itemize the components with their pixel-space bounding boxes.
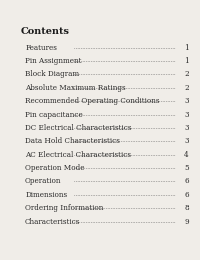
Text: 2: 2 (184, 70, 189, 79)
Text: Operation Mode: Operation Mode (25, 164, 85, 172)
Text: 3: 3 (184, 97, 189, 105)
Text: 6: 6 (184, 177, 189, 185)
Text: 1: 1 (184, 57, 189, 65)
Text: Pin capacitance: Pin capacitance (25, 110, 83, 119)
Text: Ordering Information: Ordering Information (25, 204, 103, 212)
Text: Characteristics: Characteristics (25, 218, 80, 226)
Text: 3: 3 (184, 110, 189, 119)
Text: Dimensions: Dimensions (25, 191, 67, 199)
Text: 3: 3 (184, 124, 189, 132)
Text: Block Diagram: Block Diagram (25, 70, 79, 79)
Text: Data Hold Characteristics: Data Hold Characteristics (25, 137, 120, 145)
Text: Pin Assignment: Pin Assignment (25, 57, 82, 65)
Text: 3: 3 (184, 137, 189, 145)
Text: 6: 6 (184, 191, 189, 199)
Text: Features: Features (25, 44, 57, 52)
Text: 4: 4 (184, 151, 189, 159)
Text: 1: 1 (184, 44, 189, 52)
Text: 5: 5 (184, 164, 189, 172)
Text: 2: 2 (184, 84, 189, 92)
Text: Recommended Operating Conditions: Recommended Operating Conditions (25, 97, 160, 105)
Text: Contents: Contents (21, 27, 70, 36)
Text: AC Electrical Characteristics: AC Electrical Characteristics (25, 151, 131, 159)
Text: DC Electrical Characteristics: DC Electrical Characteristics (25, 124, 132, 132)
Text: 8: 8 (184, 204, 189, 212)
Text: 9: 9 (184, 218, 189, 226)
Text: Operation: Operation (25, 177, 62, 185)
Text: Absolute Maximum Ratings: Absolute Maximum Ratings (25, 84, 126, 92)
